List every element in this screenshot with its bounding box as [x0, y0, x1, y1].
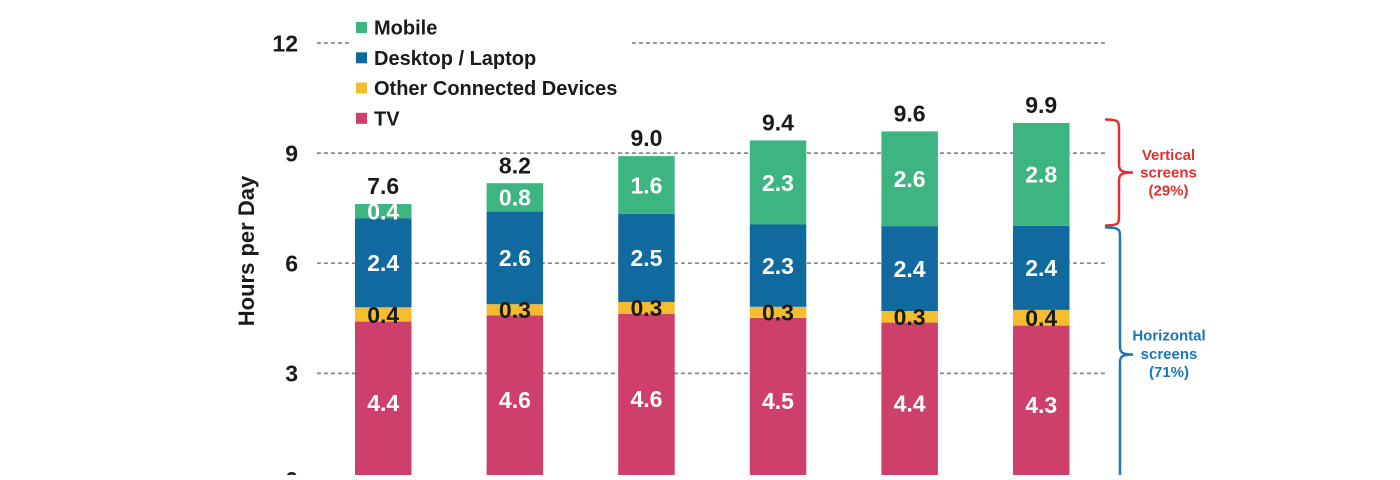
svg-text:screens: screens: [1141, 346, 1198, 363]
svg-text:Hours per Day: Hours per Day: [234, 175, 259, 326]
svg-text:2.5: 2.5: [631, 245, 663, 271]
svg-text:Desktop / Laptop: Desktop / Laptop: [374, 48, 536, 70]
svg-text:2.4: 2.4: [1025, 255, 1057, 281]
svg-text:Other Connected Devices: Other Connected Devices: [374, 78, 617, 100]
svg-text:Mobile: Mobile: [374, 18, 437, 40]
svg-text:8.2: 8.2: [499, 152, 531, 178]
svg-text:9.0: 9.0: [631, 125, 663, 151]
svg-text:4.6: 4.6: [631, 386, 663, 412]
svg-text:0.4: 0.4: [1025, 305, 1057, 331]
svg-text:9.4: 9.4: [762, 110, 794, 136]
svg-text:4.4: 4.4: [894, 390, 926, 416]
svg-text:0.3: 0.3: [894, 304, 926, 330]
svg-text:9: 9: [285, 140, 298, 166]
svg-text:0: 0: [285, 467, 298, 475]
svg-text:0.3: 0.3: [762, 300, 794, 326]
svg-text:0.8: 0.8: [499, 185, 531, 211]
svg-text:Vertical: Vertical: [1142, 147, 1195, 164]
svg-text:0.3: 0.3: [631, 295, 663, 321]
svg-text:0.4: 0.4: [367, 302, 399, 328]
svg-text:2.3: 2.3: [762, 170, 794, 196]
svg-text:4.4: 4.4: [367, 390, 399, 416]
svg-text:Horizontal: Horizontal: [1132, 328, 1205, 345]
svg-text:9.6: 9.6: [894, 101, 926, 127]
svg-text:0.4: 0.4: [367, 199, 399, 225]
svg-text:(71%): (71%): [1149, 364, 1189, 381]
svg-text:2.6: 2.6: [499, 245, 531, 271]
svg-text:3: 3: [285, 361, 298, 387]
svg-text:12: 12: [272, 30, 298, 56]
svg-text:(29%): (29%): [1148, 182, 1188, 199]
svg-text:4.6: 4.6: [499, 387, 531, 413]
svg-text:2.3: 2.3: [762, 253, 794, 279]
svg-text:4.5: 4.5: [762, 388, 794, 414]
svg-text:2.4: 2.4: [367, 250, 399, 276]
svg-text:4.3: 4.3: [1025, 392, 1057, 418]
svg-text:2.4: 2.4: [894, 256, 926, 282]
svg-text:screens: screens: [1140, 165, 1197, 182]
svg-text:TV: TV: [374, 109, 400, 131]
svg-text:1.6: 1.6: [631, 172, 663, 198]
svg-text:9.9: 9.9: [1025, 92, 1057, 118]
svg-text:0.3: 0.3: [499, 297, 531, 323]
svg-text:7.6: 7.6: [367, 173, 399, 199]
svg-text:2.8: 2.8: [1025, 162, 1057, 188]
svg-text:2.6: 2.6: [894, 166, 926, 192]
svg-text:6: 6: [285, 251, 298, 277]
